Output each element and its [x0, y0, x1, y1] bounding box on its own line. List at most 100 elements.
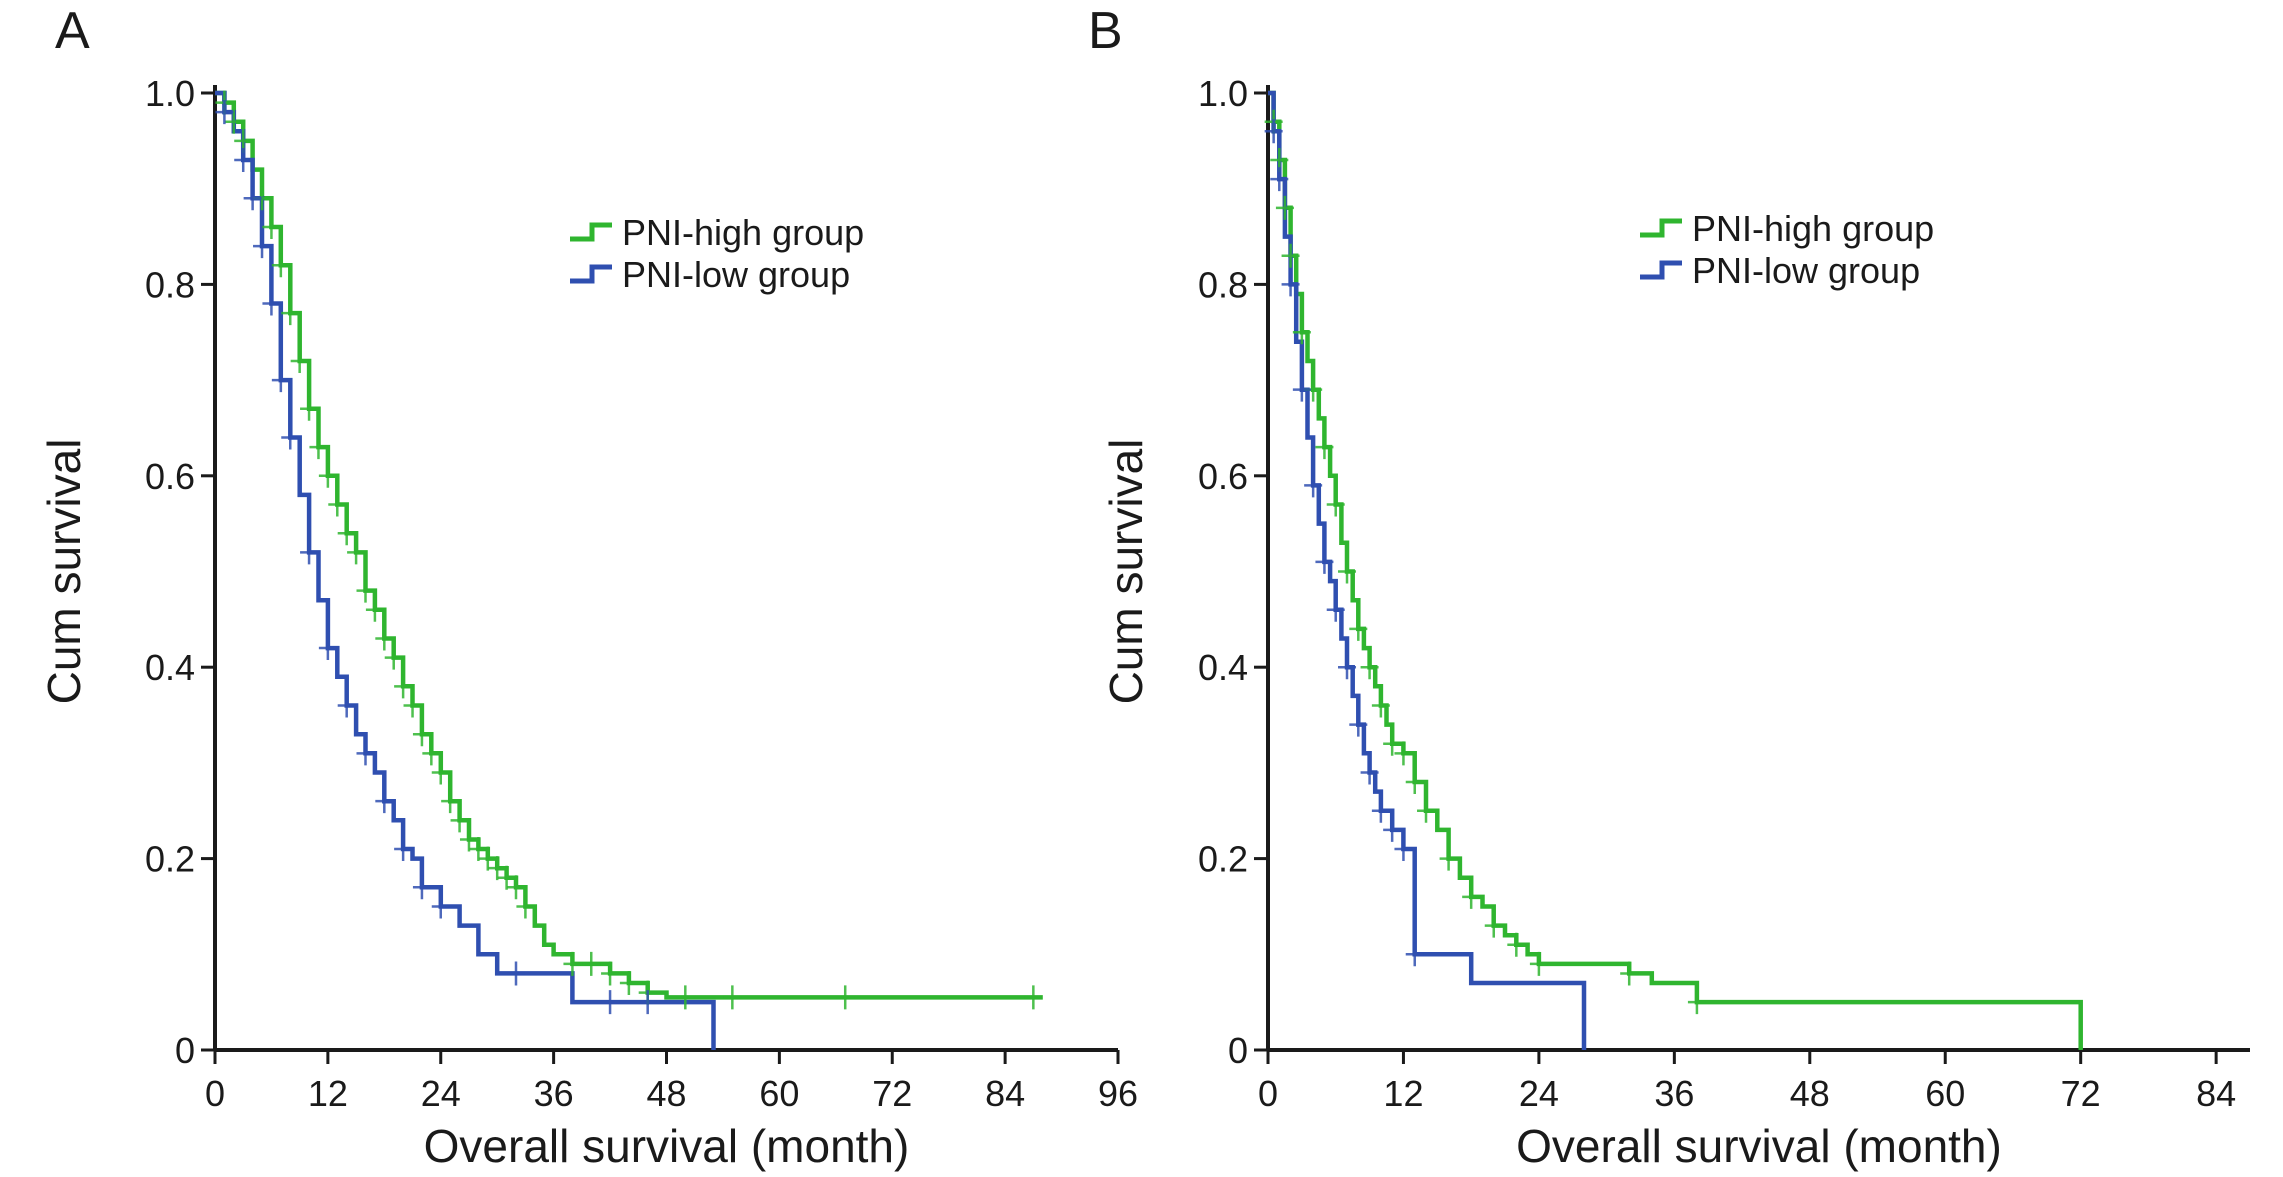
- censor-mark: [431, 760, 450, 785]
- panel-b-letter: B: [1088, 2, 1123, 60]
- censor-mark: [318, 636, 337, 661]
- censor-mark: [215, 100, 234, 125]
- censor-mark: [1326, 492, 1345, 517]
- censor-mark: [271, 368, 290, 393]
- censor-mark: [1439, 846, 1458, 871]
- censor-mark: [1338, 559, 1357, 584]
- legend-swatch: [570, 222, 612, 242]
- y-tick-label: 0.8: [145, 264, 195, 305]
- censor-mark: [262, 291, 281, 316]
- censor-mark: [1315, 435, 1334, 460]
- censor-mark: [403, 693, 422, 718]
- x-tick-label: 36: [534, 1073, 574, 1114]
- censor-mark: [619, 971, 638, 996]
- x-tick-label: 84: [985, 1073, 1025, 1114]
- censor-mark: [300, 540, 319, 565]
- panel-a: A 0 12 24 36 48 60 72 84 96 0 0.2 0.4 0.6 0.8 1.0 Overa…: [38, 2, 1138, 1172]
- y-tick-label: 0.6: [145, 456, 195, 497]
- censor-mark: [1507, 932, 1526, 957]
- censor-mark: [1292, 320, 1311, 345]
- censor-mark: [441, 789, 460, 814]
- censor-mark: [1264, 119, 1283, 144]
- y-tick-label: 0: [175, 1030, 195, 1071]
- x-tick-label: 60: [1925, 1073, 1965, 1114]
- censor-mark: [507, 961, 525, 986]
- censor-mark: [1304, 473, 1323, 498]
- censor-mark: [281, 301, 300, 326]
- censor-mark: [431, 894, 450, 919]
- y-tick-label: 0.2: [1198, 839, 1248, 880]
- x-tick-label: 24: [1519, 1073, 1559, 1114]
- censor-mark: [1484, 913, 1503, 938]
- y-axis-title: Cum survival: [38, 439, 90, 705]
- censor-mark: [1281, 243, 1300, 268]
- censor-mark: [394, 674, 413, 699]
- censor-mark: [412, 875, 431, 900]
- legend-swatch: [1640, 218, 1682, 238]
- censor-mark: [1349, 712, 1368, 737]
- censor-mark: [243, 186, 262, 211]
- censor-mark: [507, 875, 525, 900]
- censor-mark: [412, 722, 431, 747]
- censor-mark: [459, 827, 478, 852]
- censor-mark: [253, 234, 272, 259]
- censor-mark: [328, 492, 347, 517]
- x-axis-title: Overall survival (month): [1516, 1120, 2002, 1172]
- x-tick-label: 72: [872, 1073, 912, 1114]
- censor-mark: [1360, 655, 1379, 680]
- x-tick-label: 24: [421, 1073, 461, 1114]
- x-tick-label: 48: [1790, 1073, 1830, 1114]
- censor-mark: [1405, 942, 1424, 967]
- censor-mark: [1394, 741, 1413, 766]
- legend-swatch: [1640, 260, 1682, 280]
- censor-mark: [1417, 798, 1436, 823]
- censor-mark: [347, 540, 366, 565]
- censor-mark: [723, 985, 742, 1010]
- x-axis-title: Overall survival (month): [424, 1120, 910, 1172]
- legend-label: PNI-low group: [1692, 250, 1920, 291]
- censor-mark: [601, 990, 620, 1015]
- censor-mark: [601, 961, 620, 986]
- censor-mark: [1315, 549, 1334, 574]
- censor-mark: [469, 837, 488, 862]
- censor-mark: [1405, 770, 1424, 795]
- panel-b: B 0 12 24 36 48 60 72 84 0 0.2 0.4 0.6 0.8 1.0 Overall…: [1088, 2, 2250, 1172]
- x-tick-label: 72: [2061, 1073, 2101, 1114]
- x-tick-label: 60: [759, 1073, 799, 1114]
- censor-mark: [375, 626, 394, 651]
- censor-mark: [234, 147, 253, 172]
- censor-mark: [337, 521, 356, 546]
- censor-mark: [1371, 798, 1390, 823]
- y-tick-label: 0.8: [1198, 264, 1248, 305]
- censor-mark: [290, 348, 309, 373]
- censor-mark: [1292, 377, 1311, 402]
- censor-mark: [337, 693, 356, 718]
- y-axis-title: Cum survival: [1100, 439, 1152, 705]
- censor-mark: [1383, 817, 1402, 842]
- censor-mark: [356, 741, 375, 766]
- censor-mark: [1349, 616, 1368, 641]
- x-tick-label: 96: [1098, 1073, 1138, 1114]
- legend-label: PNI-low group: [622, 254, 850, 295]
- y-tick-label: 0.4: [1198, 647, 1248, 688]
- censor-mark: [375, 789, 394, 814]
- censor-mark: [300, 396, 319, 421]
- censor-mark: [1371, 693, 1390, 718]
- censor-mark: [1360, 760, 1379, 785]
- censor-mark: [224, 109, 243, 134]
- censor-mark: [318, 463, 337, 488]
- censor-mark: [394, 837, 413, 862]
- y-tick-label: 0.2: [145, 839, 195, 880]
- y-tick-label: 1.0: [1198, 73, 1248, 114]
- censor-mark: [1275, 195, 1294, 220]
- censor-mark: [1024, 985, 1043, 1010]
- y-tick-label: 0.6: [1198, 456, 1248, 497]
- censor-mark: [1620, 961, 1639, 986]
- y-tick-label: 1.0: [145, 73, 195, 114]
- censor-mark: [262, 214, 281, 239]
- censor-mark: [356, 578, 375, 603]
- censor-mark: [488, 856, 507, 881]
- censor-mark: [563, 951, 582, 976]
- censor-mark: [1270, 167, 1289, 192]
